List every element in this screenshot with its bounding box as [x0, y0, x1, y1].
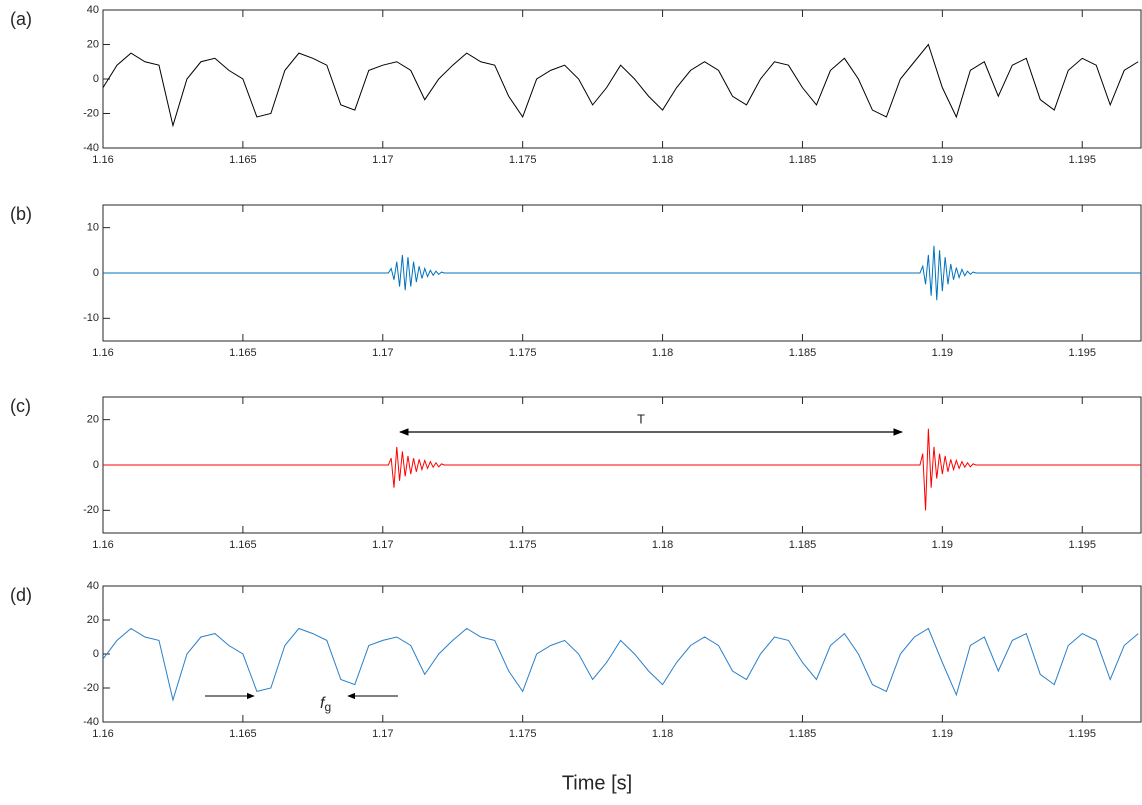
y-tick-label: 40 [87, 580, 99, 592]
x-tick-label: 1.17 [372, 347, 393, 359]
signal-line [103, 245, 1141, 301]
x-tick-label: 1.19 [932, 539, 953, 551]
x-tick-label: 1.165 [229, 539, 257, 551]
x-tick-label: 1.18 [652, 728, 673, 740]
y-tick-label: -40 [83, 142, 99, 154]
x-tick-label: 1.195 [1068, 154, 1096, 166]
x-tick-label: 1.17 [372, 154, 393, 166]
signal-line [102, 627, 1139, 702]
x-tick-label: 1.19 [932, 154, 953, 166]
y-tick-label: 0 [93, 648, 99, 660]
annotation-main: f [320, 695, 326, 712]
x-tick-label: 1.16 [92, 728, 113, 740]
panel-label: (d) [10, 585, 32, 605]
axes-box [102, 585, 1142, 723]
x-tick-label: 1.175 [509, 154, 537, 166]
x-tick-label: 1.17 [372, 539, 393, 551]
y-tick-label: -20 [83, 107, 99, 119]
annotation: T [637, 411, 645, 426]
x-tick-label: 1.16 [92, 347, 113, 359]
y-tick-label: 0 [93, 73, 99, 85]
panel-label: (c) [10, 396, 31, 416]
y-tick-label: 0 [93, 459, 99, 471]
y-tick-label: 20 [87, 414, 99, 426]
x-tick-label: 1.18 [652, 347, 673, 359]
x-tick-label: 1.185 [789, 728, 817, 740]
x-tick-label: 1.18 [652, 154, 673, 166]
x-tick-label: 1.175 [509, 539, 537, 551]
x-tick-label: 1.175 [509, 347, 537, 359]
y-tick-label: -10 [83, 312, 99, 324]
x-tick-label: 1.165 [229, 728, 257, 740]
x-tick-label: 1.18 [652, 539, 673, 551]
axes-box [102, 9, 1142, 149]
x-tick-label: 1.17 [372, 728, 393, 740]
x-tick-label: 1.165 [229, 154, 257, 166]
x-tick-label: 1.195 [1068, 539, 1096, 551]
x-tick-label: 1.195 [1068, 728, 1096, 740]
y-tick-label: 10 [87, 222, 99, 234]
x-axis-label: Time [s] [562, 772, 632, 794]
annotation-sub: g [324, 700, 331, 714]
signal-line [103, 428, 1141, 511]
y-tick-label: -20 [83, 504, 99, 516]
x-tick-label: 1.185 [789, 154, 817, 166]
x-tick-label: 1.16 [92, 539, 113, 551]
x-tick-label: 1.185 [789, 539, 817, 551]
panel-label: (b) [10, 204, 32, 224]
panel-label: (a) [10, 9, 32, 29]
x-tick-label: 1.16 [92, 154, 113, 166]
y-tick-label: 40 [87, 4, 99, 16]
x-tick-label: 1.19 [932, 347, 953, 359]
x-tick-label: 1.195 [1068, 347, 1096, 359]
x-tick-label: 1.19 [932, 728, 953, 740]
x-tick-label: 1.165 [229, 347, 257, 359]
x-tick-label: 1.185 [789, 347, 817, 359]
y-tick-label: -20 [83, 682, 99, 694]
y-tick-label: 20 [87, 38, 99, 50]
y-tick-label: -40 [83, 716, 99, 728]
y-tick-label: 0 [93, 267, 99, 279]
y-tick-label: 20 [87, 614, 99, 626]
annotation: fg [320, 695, 331, 714]
x-tick-label: 1.175 [509, 728, 537, 740]
signal-line [102, 43, 1139, 128]
